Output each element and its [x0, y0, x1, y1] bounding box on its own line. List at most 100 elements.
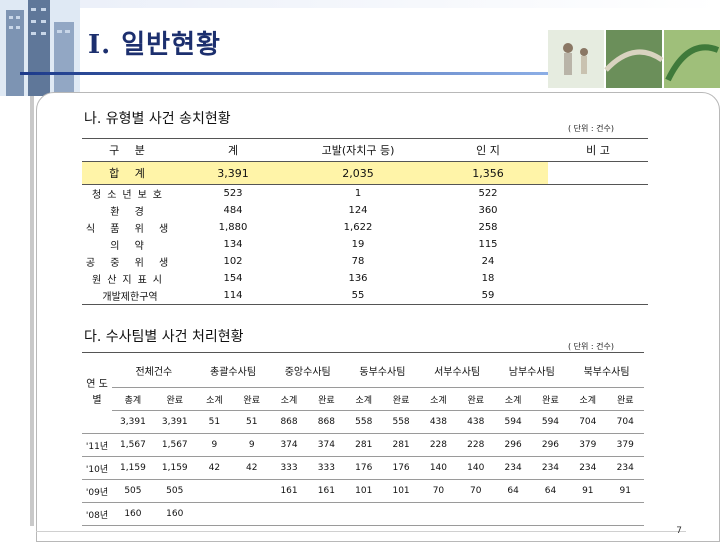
page-number: 7	[676, 526, 682, 536]
data-cell: 594	[531, 410, 570, 434]
sub-header: 완료	[153, 387, 196, 411]
row-label: 환 경	[110, 207, 150, 218]
group-header: 총괄수사팀	[195, 352, 271, 388]
row-total: 484	[223, 205, 243, 216]
data-cell: 91	[569, 479, 607, 503]
row-total: 1,880	[218, 222, 248, 233]
data-cell: 374	[270, 433, 308, 457]
data-cell	[569, 502, 607, 526]
data-cell: 3,391	[153, 410, 196, 434]
section2-title: 다. 수사팀별 사건 처리현황	[84, 329, 244, 345]
data-cell: 140	[457, 456, 495, 480]
data-cell: 558	[345, 410, 383, 434]
total-note	[548, 161, 648, 185]
row-total: 114	[178, 287, 288, 305]
data-cell: 379	[569, 433, 607, 457]
group-header: 중앙수사팀	[270, 352, 346, 388]
group-header: 동부수사팀	[345, 352, 420, 388]
data-cell: 228	[457, 433, 495, 457]
sub-header: 소계	[569, 387, 607, 411]
page-title: I. 일반현황	[88, 30, 221, 60]
data-cell: 1,567	[153, 433, 196, 457]
col-header: 비 고	[548, 138, 648, 162]
sub-header: 완료	[606, 387, 644, 411]
data-cell	[195, 502, 234, 526]
table-row: 공 중 위 생 102 78 24	[82, 253, 648, 270]
data-cell	[233, 502, 271, 526]
data-cell: 3,391	[112, 410, 154, 434]
section1-title: 나. 유형별 사건 송치현황	[84, 111, 231, 127]
data-cell: 176	[345, 456, 383, 480]
total-cognizance: 1,356	[428, 161, 548, 185]
data-cell	[382, 502, 420, 526]
title-underline	[20, 72, 560, 75]
col-header: 고발(자치구 등)	[288, 138, 428, 162]
sub-header: 완료	[531, 387, 570, 411]
data-cell	[606, 502, 644, 526]
row-cognizance: 360	[478, 205, 498, 216]
row-label: 식 품 위 생	[85, 224, 175, 235]
total-complaint: 2,035	[288, 161, 428, 185]
table-row: 의 약 134 19 115	[82, 236, 648, 253]
row-label: 공 중 위 생	[85, 258, 175, 269]
group-header: 남부수사팀	[494, 352, 570, 388]
data-cell: 51	[195, 410, 234, 434]
data-cell	[270, 502, 308, 526]
data-cell: 9	[195, 433, 234, 457]
data-cell: 51	[233, 410, 271, 434]
row-note	[548, 185, 648, 203]
top-gradient	[0, 0, 720, 8]
row-complaint: 1	[354, 188, 362, 199]
data-cell: 704	[606, 410, 644, 434]
row-note	[548, 253, 648, 270]
row-cognizance: 522	[478, 188, 498, 199]
total-row: 합 계 3,391 2,035 1,356	[82, 161, 648, 185]
table-row: '11년 1,567 1,567 9 9 374 374 281 281 228 228 296 296…	[82, 433, 644, 457]
table-row: 환 경 484 124 360	[82, 202, 648, 219]
table-header-row: 구 분 계 고발(자치구 등) 인 지 비 고	[82, 138, 648, 162]
data-cell	[419, 502, 458, 526]
data-cell: 228	[419, 433, 458, 457]
year-label: '11년	[82, 433, 112, 457]
data-cell: 296	[494, 433, 532, 457]
sub-header: 소계	[270, 387, 308, 411]
row-cognizance: 59	[428, 287, 548, 305]
data-cell: 101	[345, 479, 383, 503]
data-cell: 558	[382, 410, 420, 434]
sub-header: 총계	[112, 387, 154, 411]
row-note	[548, 287, 648, 305]
data-cell: 160	[112, 502, 154, 526]
row-note	[548, 236, 648, 253]
sub-header: 소계	[419, 387, 458, 411]
data-cell: 42	[233, 456, 271, 480]
row-complaint: 78	[351, 256, 365, 267]
data-cell: 234	[606, 456, 644, 480]
table-row: 원산지표시 154 136 18	[82, 270, 648, 287]
data-cell: 333	[307, 456, 346, 480]
data-cell: 1,159	[112, 456, 154, 480]
buildings-image	[0, 0, 80, 96]
row-complaint: 19	[351, 239, 365, 250]
data-cell: 42	[195, 456, 234, 480]
data-cell	[233, 479, 271, 503]
year-label: '09년	[82, 479, 112, 503]
row-total: 134	[223, 239, 243, 250]
table-row: 개발제한구역 114 55 59	[82, 287, 648, 305]
photo-strip-image	[548, 30, 720, 88]
row-complaint: 55	[288, 287, 428, 305]
year-label: '08년	[82, 502, 112, 526]
row-complaint: 1,622	[343, 222, 373, 233]
data-cell: 9	[233, 433, 271, 457]
group-header: 서부수사팀	[419, 352, 495, 388]
data-cell: 379	[606, 433, 644, 457]
table-row: '10년 1,159 1,159 42 42 333 333 176 176 140 140 234 2…	[82, 456, 644, 480]
data-cell: 64	[494, 479, 532, 503]
data-cell: 505	[112, 479, 154, 503]
row-cognizance: 24	[481, 256, 495, 267]
row-cognizance: 18	[481, 273, 495, 284]
data-cell: 505	[153, 479, 196, 503]
data-cell: 161	[307, 479, 346, 503]
data-cell	[494, 502, 532, 526]
col-header: 구 분	[82, 138, 178, 162]
row-complaint: 124	[348, 205, 368, 216]
